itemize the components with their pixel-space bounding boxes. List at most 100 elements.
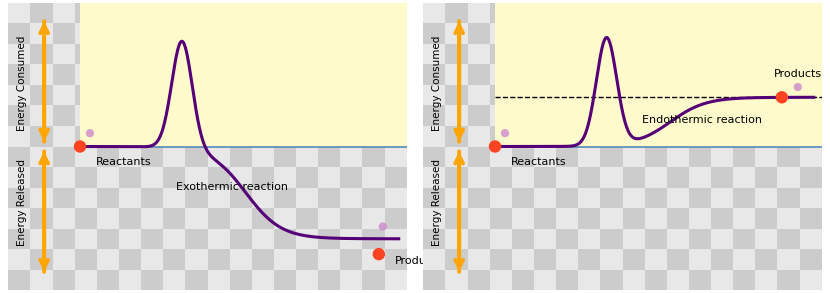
Bar xyxy=(75,167,97,188)
Bar xyxy=(119,188,141,208)
Bar xyxy=(755,229,778,249)
Bar xyxy=(318,229,340,249)
Bar xyxy=(75,44,97,64)
Bar xyxy=(52,64,75,85)
Bar xyxy=(666,44,689,64)
Bar xyxy=(467,188,490,208)
Bar xyxy=(579,3,600,23)
Bar xyxy=(52,249,75,270)
Bar xyxy=(384,146,407,167)
Bar xyxy=(318,208,340,229)
Bar xyxy=(340,85,363,105)
Bar xyxy=(622,23,645,44)
Point xyxy=(83,131,96,135)
Bar xyxy=(755,105,778,126)
Bar xyxy=(384,44,407,64)
Bar xyxy=(8,126,31,146)
Bar xyxy=(512,249,534,270)
Bar xyxy=(600,208,622,229)
Text: Reactants: Reactants xyxy=(511,157,567,167)
Point xyxy=(372,252,385,256)
Bar xyxy=(8,229,31,249)
Bar xyxy=(185,44,208,64)
Bar xyxy=(185,146,208,167)
Bar xyxy=(556,208,579,229)
Bar xyxy=(689,208,711,229)
Bar xyxy=(799,23,822,44)
Bar xyxy=(340,126,363,146)
Bar xyxy=(711,208,733,229)
Bar xyxy=(296,3,318,23)
Bar xyxy=(296,23,318,44)
Bar xyxy=(208,270,230,290)
Bar xyxy=(318,167,340,188)
Bar xyxy=(733,188,755,208)
Bar xyxy=(384,85,407,105)
Bar xyxy=(600,188,622,208)
Bar xyxy=(384,167,407,188)
Bar xyxy=(467,85,490,105)
Bar xyxy=(778,188,799,208)
Bar xyxy=(141,23,164,44)
Bar xyxy=(622,249,645,270)
Bar xyxy=(230,23,251,44)
Bar xyxy=(799,270,822,290)
Bar xyxy=(363,105,384,126)
Bar xyxy=(230,167,251,188)
Bar xyxy=(622,229,645,249)
Bar xyxy=(185,249,208,270)
Bar xyxy=(622,146,645,167)
Bar xyxy=(141,85,164,105)
Bar xyxy=(733,270,755,290)
Bar xyxy=(600,105,622,126)
Bar xyxy=(622,64,645,85)
Bar xyxy=(645,249,666,270)
Bar xyxy=(423,64,446,85)
Bar xyxy=(251,270,274,290)
Bar xyxy=(340,188,363,208)
Bar xyxy=(689,44,711,64)
Bar xyxy=(296,126,318,146)
Bar xyxy=(97,229,119,249)
Bar xyxy=(512,188,534,208)
Bar xyxy=(534,23,556,44)
Bar xyxy=(512,208,534,229)
Bar xyxy=(689,126,711,146)
Bar xyxy=(556,126,579,146)
Bar xyxy=(80,3,407,146)
Bar xyxy=(755,270,778,290)
Bar xyxy=(579,270,600,290)
Bar xyxy=(208,64,230,85)
Bar xyxy=(534,146,556,167)
Bar xyxy=(556,249,579,270)
Bar xyxy=(363,188,384,208)
Bar xyxy=(666,208,689,229)
Bar xyxy=(8,64,31,85)
Bar xyxy=(230,229,251,249)
Bar xyxy=(296,146,318,167)
Bar xyxy=(689,270,711,290)
Bar xyxy=(512,85,534,105)
Bar xyxy=(645,229,666,249)
Bar xyxy=(579,146,600,167)
Bar xyxy=(164,167,185,188)
Bar xyxy=(645,105,666,126)
Bar xyxy=(97,188,119,208)
Bar xyxy=(446,3,467,23)
Bar xyxy=(778,85,799,105)
Bar xyxy=(318,64,340,85)
Bar xyxy=(363,146,384,167)
Bar xyxy=(363,167,384,188)
Bar xyxy=(97,85,119,105)
Bar xyxy=(423,208,446,229)
Bar xyxy=(778,3,799,23)
Bar xyxy=(490,23,512,44)
Bar xyxy=(799,229,822,249)
Bar xyxy=(185,167,208,188)
Bar xyxy=(318,85,340,105)
Bar xyxy=(490,105,512,126)
Bar xyxy=(600,167,622,188)
Bar xyxy=(230,126,251,146)
Bar xyxy=(467,270,490,290)
Bar xyxy=(164,126,185,146)
